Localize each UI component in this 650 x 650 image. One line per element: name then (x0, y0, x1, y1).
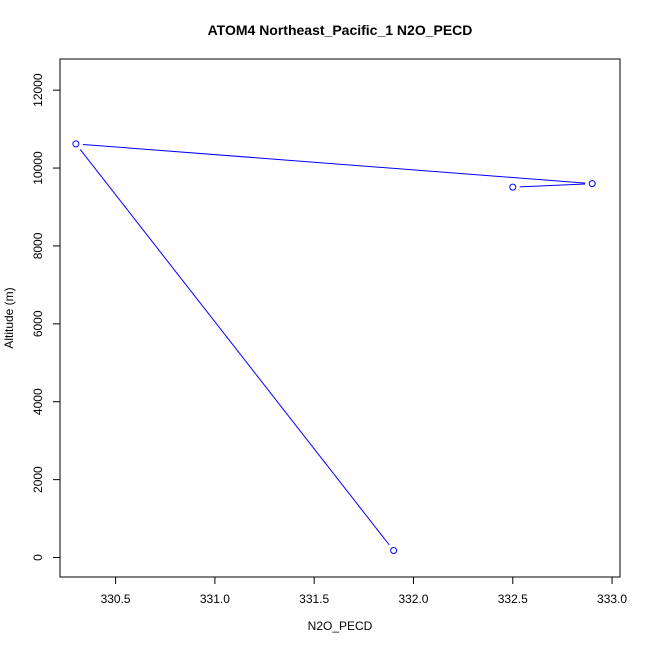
series-segment (519, 183, 586, 188)
y-axis-label: Altitude (m) (2, 287, 16, 348)
y-tick-label: 4000 (31, 388, 45, 415)
series-segment (79, 149, 390, 546)
series-segment (82, 143, 586, 184)
x-axis-label: N2O_PECD (308, 619, 373, 633)
y-tick-label: 2000 (31, 466, 45, 493)
y-tick-label: 0 (31, 554, 45, 561)
x-tick-label: 331.0 (200, 592, 230, 606)
x-tick-label: 332.5 (498, 592, 528, 606)
x-tick-label: 332.0 (398, 592, 428, 606)
x-tick-label: 333.0 (597, 592, 627, 606)
data-point (588, 180, 596, 188)
y-tick-label: 6000 (31, 310, 45, 337)
data-point (509, 183, 517, 191)
data-point (390, 547, 398, 555)
y-axis: 0 2000 4000 6000 8000 10000 12000 (31, 73, 61, 561)
y-tick-label: 12000 (31, 73, 45, 107)
x-tick-label: 331.5 (299, 592, 329, 606)
chart-title: ATOM4 Northeast_Pacific_1 N2O_PECD (208, 22, 473, 38)
x-tick-label: 330.5 (101, 592, 131, 606)
y-tick-label: 10000 (31, 151, 45, 185)
y-tick-label: 8000 (31, 232, 45, 259)
series-layer (72, 140, 596, 555)
data-point (72, 140, 80, 148)
x-axis: 330.5 331.0 331.5 332.0 332.5 333.0 (101, 576, 627, 606)
plot-frame (59, 58, 621, 578)
